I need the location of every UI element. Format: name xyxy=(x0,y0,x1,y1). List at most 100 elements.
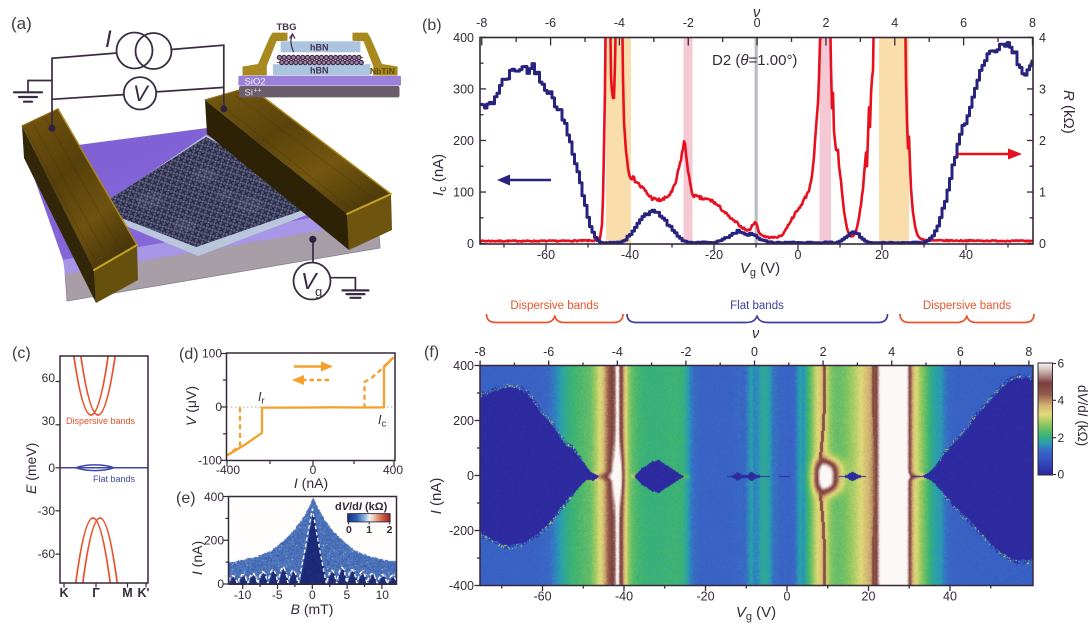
svg-text:-8: -8 xyxy=(476,16,487,30)
svg-text:6: 6 xyxy=(957,345,964,359)
svg-text:-60: -60 xyxy=(537,248,555,262)
svg-text:400: 400 xyxy=(204,490,224,504)
svg-text:-40: -40 xyxy=(621,248,639,262)
svg-text:I (nA): I (nA) xyxy=(189,541,205,575)
svg-text:(a): (a) xyxy=(11,14,32,33)
svg-text:Ic (nA): Ic (nA) xyxy=(430,154,449,196)
svg-text:(d): (d) xyxy=(179,346,199,363)
svg-text:E (meV): E (meV) xyxy=(23,443,39,494)
svg-text:2: 2 xyxy=(387,524,393,536)
svg-text:400: 400 xyxy=(453,31,474,45)
svg-text:0: 0 xyxy=(467,237,474,251)
svg-text:6: 6 xyxy=(960,16,967,30)
svg-text:-400: -400 xyxy=(449,579,474,593)
svg-text:++: ++ xyxy=(254,88,262,95)
svg-text:Dispersive bands: Dispersive bands xyxy=(66,416,136,426)
svg-text:40: 40 xyxy=(959,248,973,262)
svg-text:2: 2 xyxy=(1058,431,1065,445)
svg-text:(f): (f) xyxy=(424,344,439,361)
svg-text:I (nA): I (nA) xyxy=(428,478,445,515)
svg-text:V (μV): V (μV) xyxy=(183,386,199,426)
svg-text:0: 0 xyxy=(215,400,222,414)
svg-text:Vg (V): Vg (V) xyxy=(736,604,776,623)
svg-text:100: 100 xyxy=(202,347,222,361)
svg-text:-4: -4 xyxy=(612,345,623,359)
svg-text:4: 4 xyxy=(891,16,898,30)
svg-text:2: 2 xyxy=(1039,134,1046,148)
svg-text:-60: -60 xyxy=(38,547,56,561)
svg-text:0: 0 xyxy=(1039,237,1046,251)
svg-text:4: 4 xyxy=(1058,394,1065,408)
svg-text:dV/dI (kΩ): dV/dI (kΩ) xyxy=(335,501,388,513)
svg-text:g: g xyxy=(315,284,322,299)
svg-text:-2: -2 xyxy=(680,345,691,359)
svg-text:I: I xyxy=(105,26,112,53)
svg-text:NbTiN: NbTiN xyxy=(370,66,395,76)
svg-text:-100: -100 xyxy=(198,453,222,467)
svg-text:Ic: Ic xyxy=(378,413,386,430)
svg-text:0: 0 xyxy=(1058,468,1065,482)
svg-text:200: 200 xyxy=(453,414,474,428)
svg-text:R (kΩ): R (kΩ) xyxy=(1060,90,1077,134)
svg-text:30: 30 xyxy=(42,414,56,428)
svg-text:-40: -40 xyxy=(615,590,633,604)
svg-text:-60: -60 xyxy=(533,590,551,604)
svg-text:K: K xyxy=(59,586,68,600)
svg-text:Ir: Ir xyxy=(258,390,265,407)
svg-text:dV/dI (kΩ): dV/dI (kΩ) xyxy=(1075,385,1090,446)
svg-text:-20: -20 xyxy=(696,590,714,604)
svg-text:0: 0 xyxy=(754,16,761,30)
svg-text:-20: -20 xyxy=(705,248,723,262)
svg-text:-2: -2 xyxy=(683,16,694,30)
svg-text:8: 8 xyxy=(1029,16,1036,30)
svg-text:-10: -10 xyxy=(234,588,252,602)
svg-text:200: 200 xyxy=(453,134,474,148)
svg-text:4: 4 xyxy=(888,345,895,359)
svg-text:V: V xyxy=(301,268,319,294)
svg-text:V: V xyxy=(133,81,150,106)
svg-text:-5: -5 xyxy=(272,588,283,602)
svg-text:60: 60 xyxy=(42,371,56,385)
svg-text:0: 0 xyxy=(784,590,791,604)
svg-text:-200: -200 xyxy=(449,524,474,538)
svg-text:0: 0 xyxy=(467,469,474,483)
svg-text:400: 400 xyxy=(453,359,474,373)
svg-text:Dispersive bands: Dispersive bands xyxy=(510,300,598,312)
svg-text:3: 3 xyxy=(1039,82,1046,96)
svg-text:B (mT): B (mT) xyxy=(291,601,334,617)
svg-text:8: 8 xyxy=(1025,345,1032,359)
svg-text:(e): (e) xyxy=(176,490,196,507)
svg-text:10: 10 xyxy=(376,588,390,602)
svg-text:M: M xyxy=(122,586,132,600)
svg-text:-6: -6 xyxy=(545,16,556,30)
svg-text:5: 5 xyxy=(344,588,351,602)
svg-text:2: 2 xyxy=(820,345,827,359)
svg-text:Γ: Γ xyxy=(92,586,100,600)
svg-text:-8: -8 xyxy=(475,345,486,359)
svg-text:Si: Si xyxy=(245,88,253,99)
svg-text:0: 0 xyxy=(795,248,802,262)
svg-text:-30: -30 xyxy=(38,504,56,518)
svg-text:(c): (c) xyxy=(12,345,31,362)
svg-text:SiO2: SiO2 xyxy=(245,77,266,88)
svg-text:Flat bands: Flat bands xyxy=(730,300,784,312)
svg-text:hBN: hBN xyxy=(310,66,329,76)
svg-text:0: 0 xyxy=(309,588,316,602)
svg-text:(b): (b) xyxy=(422,17,442,34)
svg-text:-4: -4 xyxy=(614,16,625,30)
svg-text:0: 0 xyxy=(217,577,224,591)
svg-text:-400: -400 xyxy=(216,463,240,477)
svg-text:20: 20 xyxy=(862,590,876,604)
svg-text:400: 400 xyxy=(383,463,403,477)
svg-text:K': K' xyxy=(138,586,150,600)
svg-text:1: 1 xyxy=(366,524,372,536)
svg-text:Flat bands: Flat bands xyxy=(93,474,136,484)
svg-text:Vg (V): Vg (V) xyxy=(740,260,780,279)
svg-text:4: 4 xyxy=(1039,31,1046,45)
svg-text:2: 2 xyxy=(822,16,829,30)
svg-text:TBG: TBG xyxy=(277,22,297,33)
svg-text:0: 0 xyxy=(346,524,352,536)
svg-text:ν: ν xyxy=(753,5,761,21)
svg-text:200: 200 xyxy=(204,534,224,548)
svg-text:40: 40 xyxy=(943,590,957,604)
